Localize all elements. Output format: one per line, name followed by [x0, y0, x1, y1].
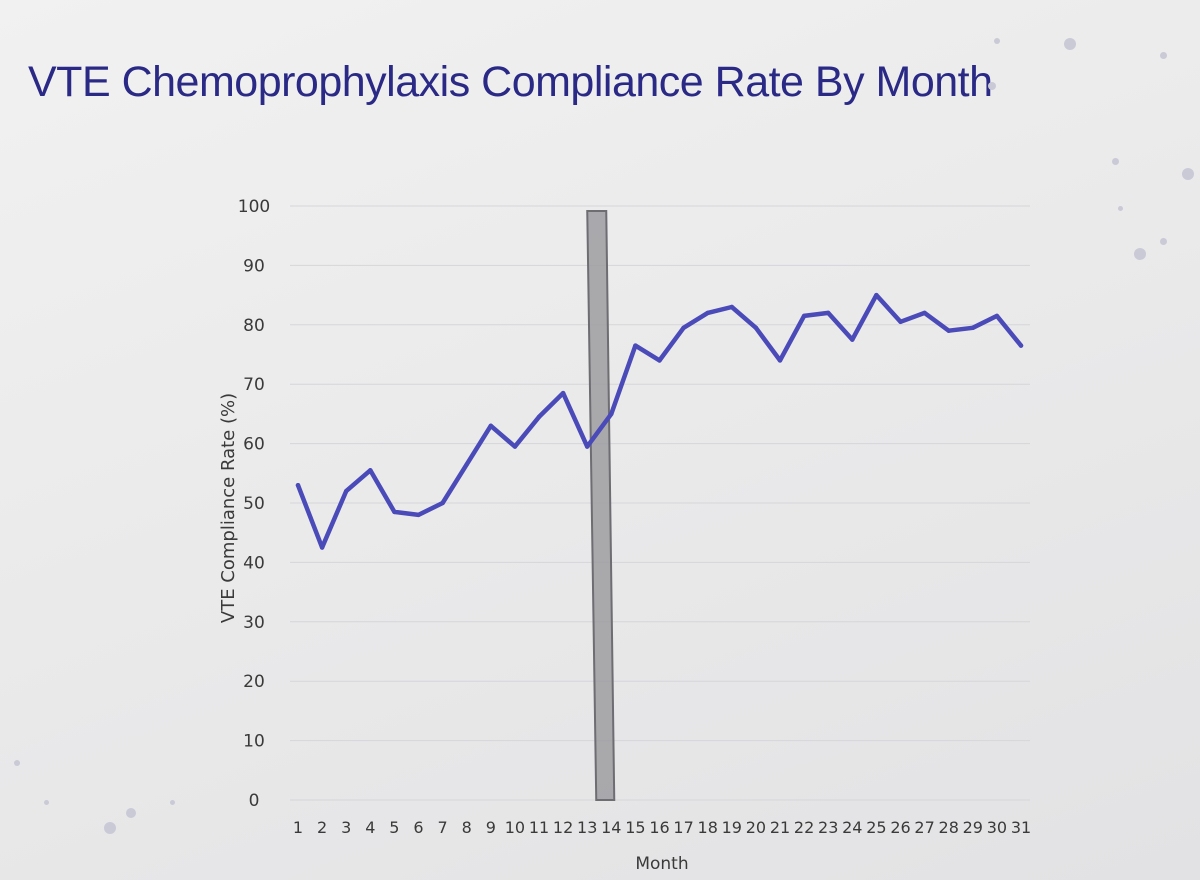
x-tick-label: 30 [987, 818, 1007, 837]
x-tick-label: 21 [770, 818, 790, 837]
decor-dot [1160, 52, 1167, 59]
decor-dot [994, 38, 1000, 44]
y-axis-title: VTE Compliance Rate (%) [218, 393, 239, 623]
x-tick-label: 6 [413, 818, 423, 837]
data-point [295, 482, 301, 488]
x-tick-label: 28 [939, 818, 959, 837]
y-tick-label: 90 [243, 256, 265, 276]
x-axis-title: Month [635, 854, 688, 874]
x-tick-label: 16 [649, 818, 669, 837]
intervention-period-bar [586, 210, 616, 801]
x-tick-label: 19 [722, 818, 742, 837]
y-tick-label: 30 [243, 613, 265, 633]
data-point [874, 292, 879, 298]
data-point [729, 304, 734, 310]
x-tick-label: 2 [317, 818, 327, 837]
decor-dot [14, 760, 20, 766]
x-tick-label: 4 [365, 818, 375, 837]
x-tick-label: 12 [553, 818, 573, 837]
y-tick-label: 60 [243, 435, 265, 455]
y-tick-label: 80 [243, 316, 265, 336]
x-tick-label: 24 [842, 818, 862, 837]
x-tick-label: 13 [577, 818, 597, 837]
data-point [681, 325, 686, 330]
slide-title: VTE Chemoprophylaxis Compliance Rate By … [28, 58, 993, 106]
data-point [344, 488, 349, 494]
data-point [512, 444, 518, 449]
data-point [946, 328, 951, 333]
x-tick-label: 22 [794, 818, 814, 837]
x-tick-label: 15 [625, 818, 645, 837]
data-point [922, 310, 927, 316]
decor-dot [1064, 38, 1076, 50]
data-point [753, 325, 759, 330]
decor-dot [1112, 158, 1119, 165]
data-point [970, 325, 975, 330]
x-tick-label: 25 [866, 818, 886, 837]
x-tick-label: 5 [389, 818, 399, 837]
data-point [488, 423, 493, 428]
data-point [633, 343, 638, 348]
y-tick-label: 100 [238, 197, 270, 217]
data-point [464, 462, 469, 467]
data-point [826, 310, 831, 316]
x-tick-label: 9 [486, 818, 496, 837]
decor-dot [44, 800, 49, 805]
y-tick-label: 70 [243, 375, 265, 395]
x-tick-label: 14 [601, 818, 621, 837]
x-tick-label: 29 [963, 818, 983, 837]
decor-dot [170, 800, 175, 805]
data-point [1018, 343, 1024, 348]
decor-dot [1118, 206, 1123, 211]
x-tick-label: 10 [505, 818, 525, 837]
data-point [801, 313, 807, 319]
decor-dot [1160, 238, 1167, 245]
x-tick-label: 17 [673, 818, 693, 837]
x-tick-label: 11 [529, 818, 549, 837]
y-tick-label: 10 [243, 732, 265, 752]
x-tick-label: 20 [746, 818, 766, 837]
x-tick-label: 7 [438, 818, 448, 837]
data-point [440, 500, 445, 506]
decor-dot [1134, 248, 1146, 260]
x-tick-label: 27 [914, 818, 934, 837]
data-point [368, 468, 373, 473]
data-point [585, 444, 590, 449]
decor-dot [126, 808, 136, 818]
y-tick-label: 50 [243, 494, 265, 514]
data-point [560, 390, 566, 396]
data-point [994, 313, 1000, 319]
data-point [319, 545, 325, 550]
data-point [416, 512, 421, 518]
x-tick-label: 3 [341, 818, 351, 837]
x-tick-label: 31 [1011, 818, 1031, 837]
x-tick-label: 1 [293, 818, 303, 837]
decor-dot [988, 82, 996, 90]
data-point [777, 358, 783, 363]
decor-dot [1182, 168, 1194, 180]
decor-dot [104, 822, 116, 834]
data-point [536, 414, 542, 420]
y-tick-label: 20 [243, 672, 265, 692]
x-tick-label: 8 [462, 818, 472, 837]
compliance-series-line [295, 292, 1024, 550]
data-point [850, 337, 855, 342]
data-point [657, 358, 662, 363]
data-point [609, 411, 614, 417]
data-point [392, 509, 397, 515]
data-point [898, 319, 903, 325]
x-tick-label: 23 [818, 818, 838, 837]
y-tick-label: 40 [243, 553, 265, 573]
y-tick-label: 0 [249, 791, 260, 811]
data-point [705, 310, 710, 316]
x-tick-label: 26 [890, 818, 910, 837]
x-tick-label: 18 [698, 818, 718, 837]
